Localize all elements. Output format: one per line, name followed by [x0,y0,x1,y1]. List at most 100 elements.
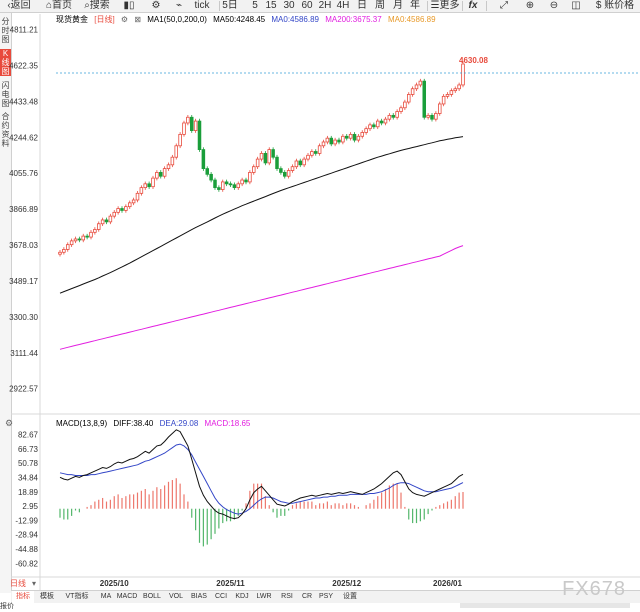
indicator-tab[interactable]: RSI [281,593,293,600]
macd-histogram [59,478,464,547]
x-tick-label: 2026/01 [433,579,462,588]
sidebar-tab-label: K线图 [1,49,10,76]
period-5min[interactable]: 5 [252,0,258,11]
candle-body [178,133,182,147]
indicator-tab[interactable]: 设置 [343,593,357,600]
indicator-tab[interactable]: BOLL [143,593,161,600]
candle-body [399,107,403,112]
indicator-tab[interactable]: 模板 [40,593,54,600]
chart-canvas[interactable]: 4811.21 4622.35 4433.48 4244.62 4055.76 3866.… [0,0,640,590]
price-legend: 现货黄金 [日线] ⚙ ⊠ MA1(50,0,200,0) MA50:4248.… [56,14,440,25]
candle-body [220,181,225,190]
close-icon[interactable]: ⊠ [134,15,142,24]
candle-body [77,238,82,241]
candle-body [89,231,93,238]
period-label[interactable]: 日线 [10,579,26,588]
macd-y-tick-label: 2.95 [22,502,38,511]
period-4h[interactable]: 4H [336,0,350,11]
period-day[interactable]: 日 [357,0,367,11]
indicator-tab[interactable]: KDJ [235,593,249,600]
period-2h[interactable]: 2H [318,0,332,11]
line-chart-button[interactable]: ⌁ [168,0,190,12]
indicator-tab[interactable]: CR [301,593,313,600]
tick-button[interactable]: tick [194,0,210,11]
home-button[interactable]: ⌂首页 [42,0,76,12]
candle-body [158,172,163,177]
candle-body [441,95,446,105]
kline-button[interactable]: ▮▯ [120,0,138,12]
period-year[interactable]: 年 [410,0,420,11]
period-tag[interactable]: [日线] [94,15,115,24]
sidebar-tab-contract[interactable]: 合约资料 [0,112,11,148]
screenshot-button[interactable]: ◫ [566,0,586,12]
search-button[interactable]: ⌕搜索 [82,0,112,12]
top-toolbar: ‹返回 ⌂首页 ⌕搜索 ▮▯ ⚙ ⌁ tick 5日 5 15 30 60 2H… [0,0,640,13]
candle-body [58,251,62,255]
price-y-tick-label: 3866.89 [9,205,38,214]
home-button-label: 首页 [52,0,73,11]
price-y-tick-label: 2922.57 [9,385,38,394]
sidebar-tab-lightning[interactable]: 闪电图 [0,81,11,108]
home-icon: ⌂ [45,0,53,11]
period-15min[interactable]: 15 [265,0,277,11]
sidebar-tab-timeshare[interactable]: 分时图 [0,17,11,44]
ma50-legend: MA50:4248.45 [213,15,266,24]
period-week[interactable]: 周 [375,0,385,11]
price-y-tick-label: 4244.62 [9,133,38,142]
candle-body [317,145,322,154]
x-tick-label: 2025/11 [216,579,245,588]
candle-body [418,80,423,86]
indicator-tab[interactable]: VOL [168,593,183,600]
candle-body [197,120,202,150]
expand-button[interactable]: ⤢ [494,0,514,12]
candle-body [298,160,303,166]
candlestick-icon: ▮▯ [123,0,135,11]
candle-body [248,172,252,183]
candle-body [236,183,241,189]
indicator-tab[interactable]: MA [100,593,112,600]
settings-icon[interactable]: ⚙ [120,15,129,24]
indicator-tab[interactable]: CCI [214,593,228,600]
chevron-down-icon[interactable]: ▾ [32,579,37,588]
period-5day[interactable]: 5日 [222,0,238,11]
macd-y-tick-label: -60.82 [15,559,38,568]
indicator-settings-icon[interactable]: ⚙ [5,418,14,428]
candle-body [244,179,248,183]
candle-body [209,173,213,181]
candle-body [96,223,101,230]
formula-button[interactable]: fx [468,0,478,11]
candle-body [422,80,427,118]
indicator-tabbar: 指标 模板 VT指标 MA MACD BOLL VOL BIAS CCI KDJ… [11,590,640,603]
candle-body [445,94,450,97]
period-60min[interactable]: 60 [301,0,313,11]
period-30min[interactable]: 30 [283,0,295,11]
candle-body [205,168,210,175]
candle-body [255,158,260,168]
price-y-tick-label: 3489.17 [9,277,38,286]
zoom-in-button[interactable]: ⊕ [520,0,540,12]
candle-body [430,114,434,120]
price-y-tick-label: 3111.44 [10,349,38,358]
menu-icon: ☰ [430,0,440,11]
gear-button[interactable]: ⚙ [145,0,167,12]
indicator-tab[interactable]: BIAS [191,593,207,600]
macd-title: MACD(13,8,9) [56,419,108,428]
sidebar-tab-kline[interactable]: K线图 [0,49,11,76]
indicator-tab[interactable]: VT指标 [65,593,89,600]
price-button[interactable]: $ 账价格 [595,0,635,11]
indicator-tab[interactable]: MACD [116,593,138,600]
indicator-tab[interactable]: PSY [318,593,333,600]
macd-value-legend: MACD:18.65 [204,419,251,428]
back-button[interactable]: ‹返回 [2,0,36,12]
candle-body [325,137,330,143]
zoom-out-button[interactable]: ⊖ [544,0,564,12]
indicator-tab[interactable]: 指标 [12,591,34,603]
period-month[interactable]: 月 [393,0,403,11]
candle-body [151,177,155,188]
candle-body [112,211,117,217]
indicator-tab[interactable]: LWR [256,593,272,600]
more-button-label: 更多 [439,0,460,11]
more-button[interactable]: ☰更多 [430,0,460,12]
horizontal-scrollbar[interactable] [460,603,630,608]
candle-body [372,124,376,128]
